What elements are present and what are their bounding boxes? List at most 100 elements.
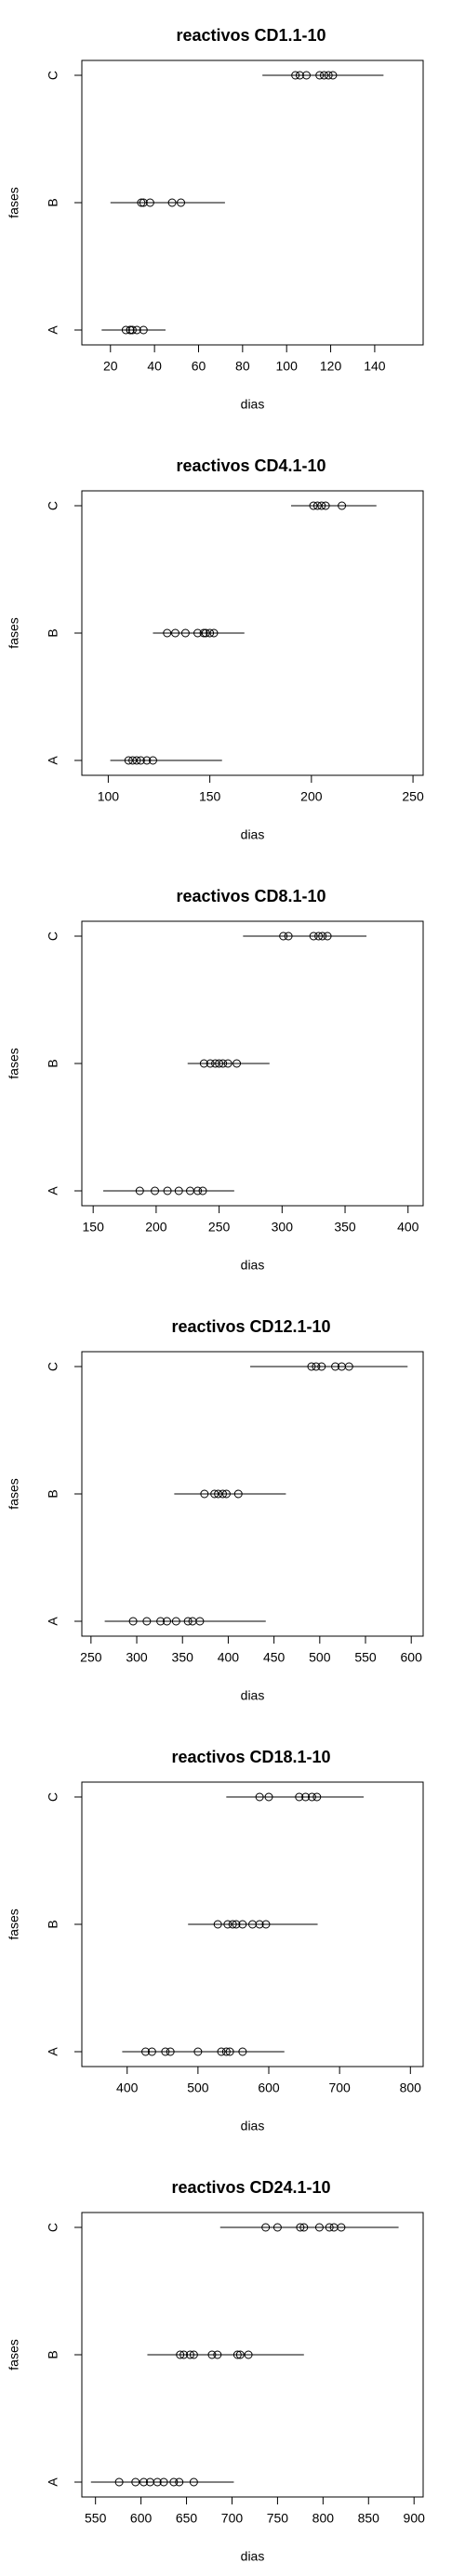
data-point [238,2047,247,2056]
y-tick-label: A [46,756,60,765]
y-tick-label: B [46,198,60,206]
data-point [295,71,304,80]
data-point [232,1920,241,1929]
y-axis-label: fases [7,2339,21,2370]
data-point [132,756,141,765]
data-point [163,1617,172,1626]
x-tick-label: 600 [258,2081,280,2095]
data-point [217,2047,226,2056]
data-point [127,325,137,335]
y-tick-label: A [46,325,60,335]
chart-title: reactivos CD18.1-10 [171,1748,330,1766]
data-point [344,1362,353,1371]
data-point [166,2047,175,2056]
data-point [193,1186,203,1196]
data-point [214,1489,223,1499]
x-tick-label: 600 [130,2511,153,2526]
data-point [255,1920,264,1929]
y-tick-label: C [46,931,60,941]
data-point [255,1792,264,1802]
data-point [206,628,215,638]
data-point [177,198,186,207]
data-point [199,628,208,638]
data-point [238,1920,247,1929]
data-point [170,628,179,638]
data-point [161,2047,170,2056]
data-point [163,628,172,638]
data-point [171,1617,180,1626]
chart-title: reactivos CD24.1-10 [171,2178,330,2197]
x-tick-label: 700 [328,2081,351,2095]
data-point [206,1059,215,1068]
x-tick-label: 100 [98,789,120,804]
data-point [284,931,293,941]
data-point [198,1186,207,1196]
x-tick-label: 800 [312,2511,335,2526]
data-point [314,2223,324,2232]
data-point [261,1920,271,1929]
data-point [338,501,347,510]
data-point [199,1059,208,1068]
data-point [223,1920,232,1929]
data-point [128,756,138,765]
data-point [195,1617,205,1626]
data-point [307,1362,316,1371]
data-point [142,756,152,765]
x-tick-label: 80 [235,359,250,374]
y-tick-label: C [46,501,60,510]
data-point [223,1059,232,1068]
data-point [318,931,327,941]
data-point [302,71,312,80]
x-tick-label: 150 [83,1220,105,1235]
data-point [140,2477,149,2487]
data-point [153,2477,162,2487]
data-point [193,628,203,638]
data-point [309,931,318,941]
x-tick-label: 400 [218,1650,240,1665]
x-tick-label: 200 [145,1220,167,1235]
data-point [137,198,146,207]
data-point [175,2477,184,2487]
data-point [193,2047,203,2056]
x-tick-label: 100 [276,359,299,374]
y-tick-label: C [46,1792,60,1802]
data-point [325,2223,334,2232]
x-tick-label: 20 [103,359,118,374]
x-tick-label: 500 [309,1650,331,1665]
data-point [272,2223,282,2232]
data-point [295,1792,304,1802]
x-tick-label: 900 [404,2511,426,2526]
data-point [261,2223,271,2232]
x-tick-label: 650 [176,2511,198,2526]
data-point [167,198,177,207]
data-point [291,71,300,80]
data-point [215,1059,224,1068]
data-point [324,71,333,80]
data-point [319,71,328,80]
y-tick-label: A [46,2477,60,2487]
x-tick-label: 300 [126,1650,148,1665]
x-tick-label: 500 [187,2081,209,2095]
y-tick-label: A [46,1186,60,1196]
x-tick-label: 550 [354,1650,377,1665]
data-point [139,198,148,207]
data-point [312,501,322,510]
data-point [317,501,326,510]
data-point [139,325,148,335]
data-point [221,2047,231,2056]
y-tick-label: B [46,1059,60,1067]
y-axis-label: fases [7,617,21,648]
data-point [309,501,318,510]
data-point [121,325,130,335]
data-point [314,931,324,941]
data-point [180,628,190,638]
data-point [279,931,288,941]
data-point [174,1186,183,1196]
data-point [145,198,154,207]
data-point [235,2350,245,2359]
data-point [128,1617,138,1626]
x-tick-label: 300 [272,1220,294,1235]
data-point [183,1617,193,1626]
data-point [296,2223,305,2232]
